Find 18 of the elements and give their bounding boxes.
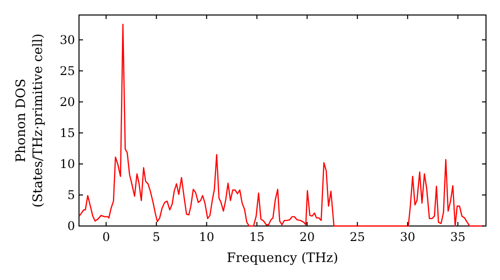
x-tick-label: 35 [450,230,466,244]
y-axis-title: Phonon DOS (States/THz·primitive cell) [14,33,46,208]
x-tick-label: 0 [102,230,110,244]
y-tick-label: 10 [60,156,75,171]
x-tick-label: 15 [249,230,265,244]
x-tick-label: 30 [400,230,416,244]
x-tick-label: 25 [350,230,366,244]
x-tick-label: 20 [299,230,315,244]
y-tick-label: 5 [67,188,75,202]
y-tick-label: 30 [60,32,75,47]
y-tick-label: 20 [60,94,75,109]
x-tick-label: 5 [152,230,160,244]
y-tick-label: 0 [67,219,75,233]
line-series [78,24,485,227]
x-axis-title: Frequency (THz) [226,251,338,266]
y-tick-label: 25 [60,64,75,78]
x-tick-label: 10 [198,230,214,244]
y-tick-label: 15 [60,126,75,140]
